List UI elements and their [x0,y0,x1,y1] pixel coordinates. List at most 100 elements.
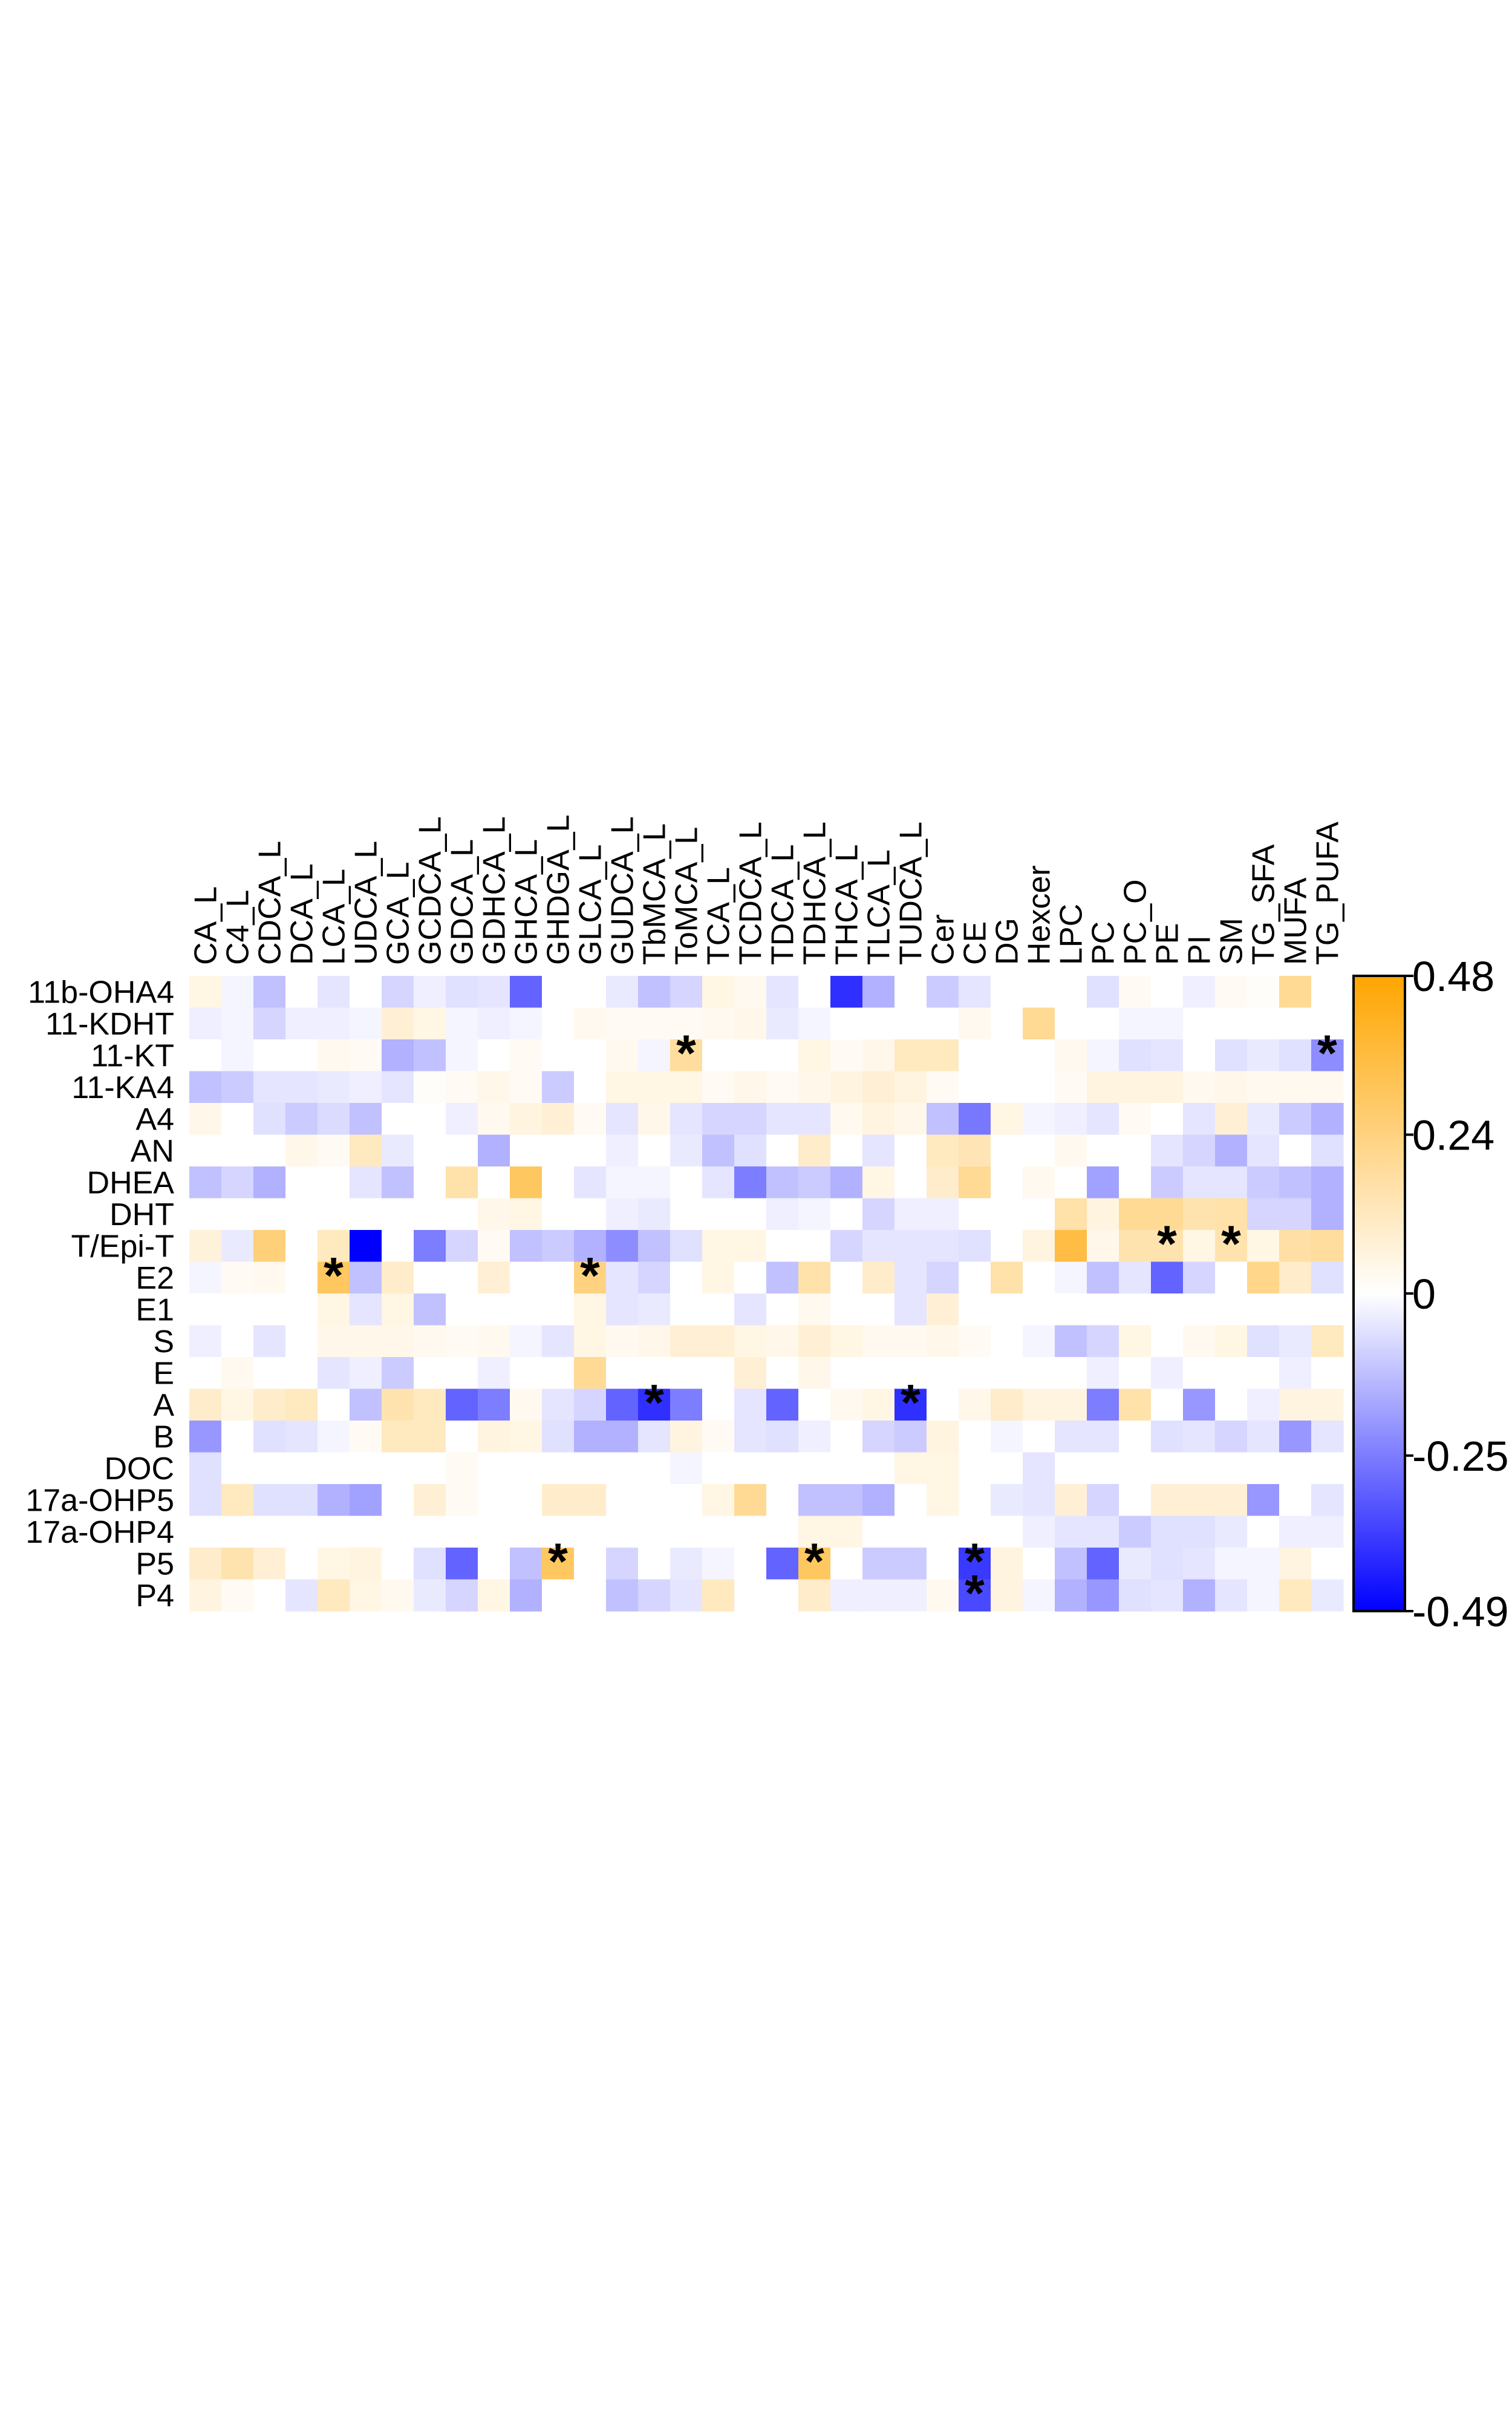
heatmap-cell [542,1421,575,1453]
heatmap-cell [574,1166,607,1199]
heatmap-cell [1119,1293,1152,1326]
heatmap-cell [766,1103,799,1136]
heatmap-cell [1055,1325,1087,1358]
heatmap-cell [1055,1103,1087,1136]
heatmap-cell [1151,1071,1184,1104]
heatmap-cell [542,1293,575,1326]
heatmap-cell [1311,1325,1344,1358]
heatmap-cell [1183,1134,1216,1167]
heatmap-cell [1119,1071,1152,1104]
heatmap-cell [478,1293,510,1326]
heatmap-cell [510,1103,543,1136]
heatmap-cell [478,1134,510,1167]
heatmap-cell [734,976,767,1009]
heatmap-cell [991,1261,1023,1294]
heatmap-cell [1055,1484,1087,1517]
heatmap-cell [991,1198,1023,1231]
heatmap-cell [1023,1421,1055,1453]
heatmap-cell [670,1230,703,1263]
heatmap-cell [1023,1007,1055,1040]
heatmap-cell [1183,1293,1216,1326]
heatmap-cell [798,1230,831,1263]
heatmap-cell [478,1579,510,1612]
heatmap-cell [991,1388,1023,1421]
heatmap-cell [478,1007,510,1040]
heatmap-cell [670,1261,703,1294]
heatmap-cell [285,1007,318,1040]
heatmap-cell [189,1071,222,1104]
heatmap-cell [1279,1071,1312,1104]
heatmap-cell [991,1166,1023,1199]
heatmap-cell [959,1484,991,1517]
heatmap-cell [606,1421,639,1453]
heatmap-cell [862,1548,895,1580]
heatmap-cell [1055,1039,1087,1072]
heatmap-cell [1183,1007,1216,1040]
heatmap-cell [798,1007,831,1040]
column-label: PC [1086,921,1121,965]
heatmap-cell [894,1198,927,1231]
heatmap-cell [253,1484,286,1517]
column-label: GCDCA_L [413,816,448,965]
heatmap-cell [253,1261,286,1294]
heatmap-cell [1215,1357,1248,1390]
heatmap-cell [1119,1230,1152,1263]
heatmap-cell [1247,1516,1280,1548]
heatmap-cell [1023,1230,1055,1263]
heatmap-cell [542,1230,575,1263]
heatmap-cell [1023,1293,1055,1326]
column-label: CA_L [189,886,224,965]
heatmap-cell [1023,1325,1055,1358]
heatmap-cell [1311,1134,1344,1167]
significance-star: * [580,1247,600,1304]
heatmap-cell [382,1007,414,1040]
heatmap-cell [1215,1516,1248,1548]
heatmap-cells [189,976,1344,1612]
heatmap-cell [414,1166,446,1199]
heatmap-cell [1247,1293,1280,1326]
heatmap-cell [734,1198,767,1231]
column-label: TUDCA_L [894,822,929,965]
heatmap-cell [734,1484,767,1517]
heatmap-cell [1279,1516,1312,1548]
heatmap-cell [1215,1579,1248,1612]
heatmap-cell [1151,1388,1184,1421]
heatmap-cell [606,1007,639,1040]
heatmap-cell [285,1103,318,1136]
column-label: C4_L [221,890,256,965]
heatmap-cell [734,1166,767,1199]
heatmap-cell [894,1421,927,1453]
heatmap-cell [478,1516,510,1548]
colorbar-tick-label: 0.48 [1412,953,1494,1000]
heatmap-cell [253,1357,286,1390]
heatmap-cell [702,1166,735,1199]
heatmap-cell [221,1357,254,1390]
heatmap-cell [670,1579,703,1612]
significance-star: * [644,1374,664,1431]
column-label: TLCA_L [862,849,897,965]
heatmap-cell [221,1548,254,1580]
heatmap-cell [1183,1484,1216,1517]
heatmap-cell [1247,1261,1280,1294]
row-label: 17a-OHP4 [25,1515,174,1550]
heatmap-cell [350,1071,382,1104]
heatmap-cell [830,976,863,1009]
column-label: LPC [1054,904,1089,965]
heatmap-cell [734,1134,767,1167]
heatmap-cell [189,1198,222,1231]
heatmap-cell [510,1325,543,1358]
heatmap-cell [382,1230,414,1263]
heatmap-cell [830,1198,863,1231]
heatmap-cell [1183,1516,1216,1548]
heatmap-cell [446,976,478,1009]
heatmap-cell [766,1007,799,1040]
heatmap-cell [959,1293,991,1326]
row-label: P4 [135,1578,174,1614]
heatmap-cell [862,1166,895,1199]
heatmap-cell [1055,1388,1087,1421]
heatmap-cell [862,1039,895,1072]
heatmap-cell [670,1039,703,1072]
heatmap-cell [382,1293,414,1326]
heatmap-cell [1183,976,1216,1009]
heatmap-cell [1279,1230,1312,1263]
